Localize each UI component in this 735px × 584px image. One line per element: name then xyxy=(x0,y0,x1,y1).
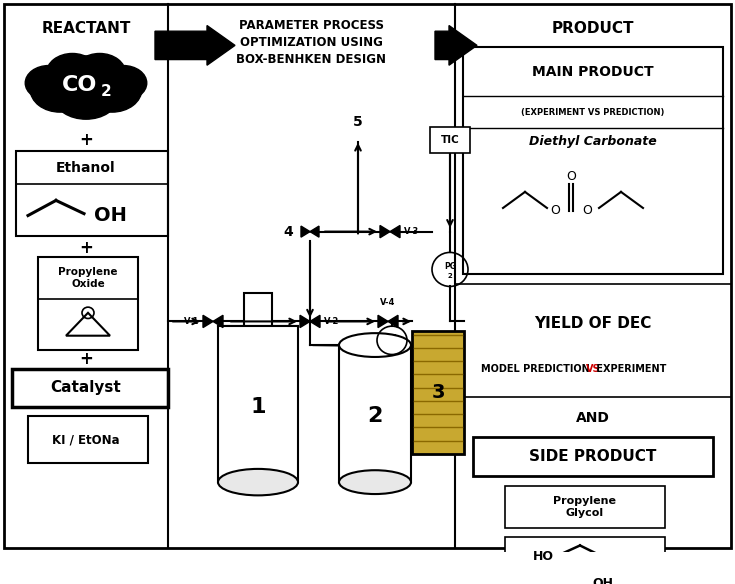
Text: OH: OH xyxy=(592,577,614,584)
Text: +: + xyxy=(79,350,93,369)
Bar xyxy=(218,326,298,482)
Text: V-1: V-1 xyxy=(184,317,199,326)
Text: KI / EtONa: KI / EtONa xyxy=(52,433,120,446)
Text: PRODUCT: PRODUCT xyxy=(552,21,634,36)
Polygon shape xyxy=(301,226,319,237)
Text: MODEL PREDICTION: MODEL PREDICTION xyxy=(481,364,593,374)
Bar xyxy=(505,537,665,584)
Bar xyxy=(505,486,665,527)
Bar xyxy=(412,331,464,454)
Text: PARAMETER PROCESS: PARAMETER PROCESS xyxy=(239,19,384,32)
Bar xyxy=(38,257,138,350)
Polygon shape xyxy=(380,225,400,238)
Polygon shape xyxy=(300,315,320,328)
Polygon shape xyxy=(378,315,398,328)
Text: O: O xyxy=(550,204,560,217)
Text: 2: 2 xyxy=(368,406,383,426)
Text: OH: OH xyxy=(94,206,127,225)
Text: AND: AND xyxy=(576,411,610,425)
Ellipse shape xyxy=(100,65,147,100)
Text: Propylene
Oxide: Propylene Oxide xyxy=(58,267,118,288)
Bar xyxy=(430,127,470,153)
Text: HO: HO xyxy=(532,550,553,564)
Text: 3: 3 xyxy=(431,383,445,402)
Text: 4: 4 xyxy=(283,225,293,239)
Ellipse shape xyxy=(74,54,126,93)
Text: O: O xyxy=(566,171,576,183)
Text: PG: PG xyxy=(444,262,456,271)
Text: Catalyst: Catalyst xyxy=(51,380,121,395)
Text: 1: 1 xyxy=(390,343,394,349)
Text: REACTANT: REACTANT xyxy=(41,21,131,36)
Text: Diethyl Carbonate: Diethyl Carbonate xyxy=(529,135,657,148)
Text: 1: 1 xyxy=(250,397,266,416)
Text: +: + xyxy=(79,131,93,149)
Text: OPTIMIZATION USING: OPTIMIZATION USING xyxy=(240,36,383,49)
Bar xyxy=(244,293,272,326)
Text: TIC: TIC xyxy=(440,135,459,145)
Ellipse shape xyxy=(30,67,90,112)
Text: +: + xyxy=(79,239,93,257)
Ellipse shape xyxy=(46,56,126,114)
Bar xyxy=(12,369,168,406)
Text: Propylene
Glycol: Propylene Glycol xyxy=(553,496,617,517)
Text: 2: 2 xyxy=(448,273,452,279)
Text: YIELD OF DEC: YIELD OF DEC xyxy=(534,316,652,331)
Text: O: O xyxy=(582,204,592,217)
Ellipse shape xyxy=(339,470,411,494)
Text: PG: PG xyxy=(387,335,398,340)
FancyArrow shape xyxy=(435,26,477,65)
Ellipse shape xyxy=(339,333,411,357)
Ellipse shape xyxy=(25,65,72,100)
Ellipse shape xyxy=(55,78,117,119)
Text: (EXPERIMENT VS PREDICTION): (EXPERIMENT VS PREDICTION) xyxy=(521,108,664,117)
Polygon shape xyxy=(203,315,223,328)
Ellipse shape xyxy=(82,67,142,112)
FancyArrow shape xyxy=(155,26,235,65)
Bar xyxy=(339,345,411,482)
Bar xyxy=(473,437,713,477)
Bar xyxy=(463,47,723,274)
Bar xyxy=(28,416,148,463)
Text: EXPERIMENT: EXPERIMENT xyxy=(593,364,667,374)
Ellipse shape xyxy=(218,469,298,495)
Text: V-3: V-3 xyxy=(404,227,419,236)
Text: V-4: V-4 xyxy=(380,298,395,307)
Text: SIDE PRODUCT: SIDE PRODUCT xyxy=(529,449,656,464)
Text: V-2: V-2 xyxy=(324,317,340,326)
Text: MAIN PRODUCT: MAIN PRODUCT xyxy=(532,65,654,79)
Text: Ethanol: Ethanol xyxy=(56,161,116,175)
Text: 5: 5 xyxy=(353,114,363,128)
Text: VS: VS xyxy=(586,364,600,374)
Text: 2: 2 xyxy=(101,84,112,99)
Bar xyxy=(16,151,168,237)
Ellipse shape xyxy=(46,54,98,93)
Text: BOX-BENHKEN DESIGN: BOX-BENHKEN DESIGN xyxy=(237,53,387,66)
Text: CO: CO xyxy=(62,75,98,95)
